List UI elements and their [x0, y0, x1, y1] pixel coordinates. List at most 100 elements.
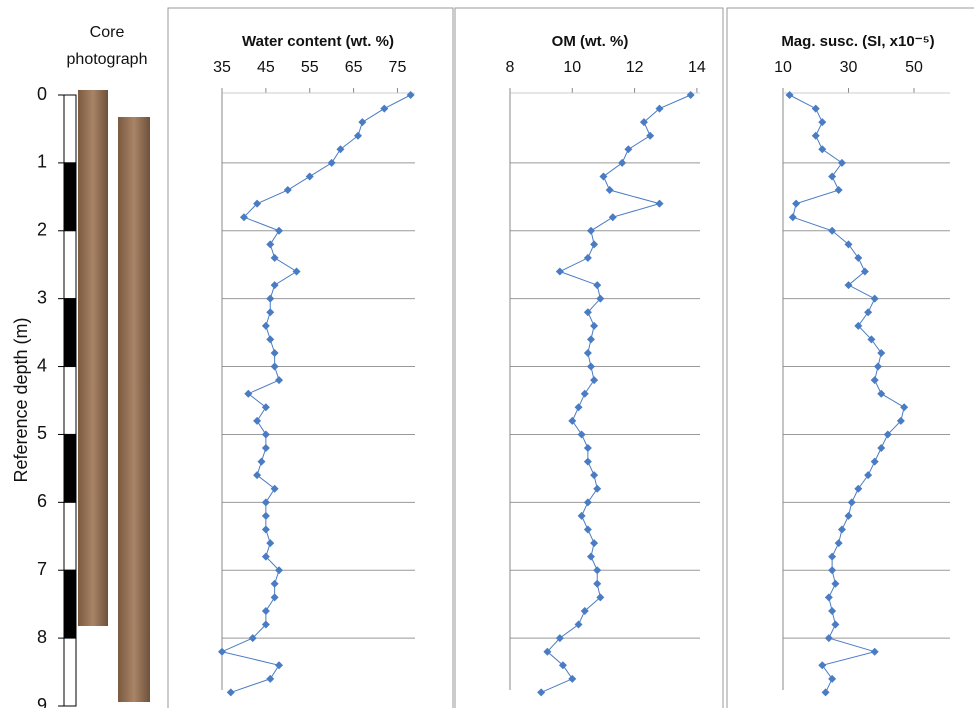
point [792, 199, 801, 208]
point [837, 525, 846, 534]
point [870, 647, 879, 656]
point [266, 539, 275, 548]
x-tick-label: 65 [345, 59, 363, 76]
point [261, 620, 270, 629]
point [583, 348, 592, 357]
point [618, 158, 627, 167]
point [266, 240, 275, 249]
point [844, 511, 853, 520]
point [558, 661, 567, 670]
point [824, 634, 833, 643]
point [883, 430, 892, 439]
point [824, 593, 833, 602]
point [292, 267, 301, 276]
scale-segment [63, 230, 77, 300]
point [270, 593, 279, 602]
point [877, 348, 886, 357]
point [864, 471, 873, 480]
point [580, 389, 589, 398]
point [568, 416, 577, 425]
point [828, 172, 837, 181]
point [854, 321, 863, 330]
point [655, 104, 664, 113]
y-tick-label: 9 [37, 695, 47, 708]
point [270, 253, 279, 262]
y-tick-label: 8 [37, 627, 47, 647]
point [586, 226, 595, 235]
point [406, 91, 415, 99]
scale-segment [63, 94, 77, 164]
core-label: Core [90, 24, 125, 41]
point [811, 104, 820, 113]
point [854, 253, 863, 262]
point [380, 104, 389, 113]
point [253, 416, 262, 425]
point [599, 172, 608, 181]
point [270, 484, 279, 493]
point [275, 376, 284, 385]
point [788, 213, 797, 222]
core-photo [78, 90, 108, 626]
point [847, 498, 856, 507]
scale-segment [63, 501, 77, 571]
point [590, 539, 599, 548]
point [593, 484, 602, 493]
point [593, 579, 602, 588]
point [860, 267, 869, 276]
point [646, 131, 655, 140]
point [253, 199, 262, 208]
point [811, 131, 820, 140]
point [877, 389, 886, 398]
point [253, 471, 262, 480]
x-tick-label: 8 [506, 59, 515, 76]
scale-segment [63, 366, 77, 435]
point [283, 186, 292, 195]
point [828, 674, 837, 683]
point [555, 634, 564, 643]
point [266, 674, 275, 683]
point [577, 511, 586, 520]
point [828, 226, 837, 235]
point [305, 172, 314, 181]
point [583, 498, 592, 507]
point [266, 294, 275, 303]
point [270, 579, 279, 588]
point [821, 688, 830, 697]
point [583, 457, 592, 466]
chart-title: Water content (wt. %) [242, 33, 394, 50]
point [574, 403, 583, 412]
point [261, 525, 270, 534]
point [596, 294, 605, 303]
scale-segment [63, 433, 77, 503]
point [266, 335, 275, 344]
point [586, 362, 595, 371]
y-tick-label: 6 [37, 491, 47, 511]
point [624, 145, 633, 154]
y-tick-label: 7 [37, 559, 47, 579]
point [818, 118, 827, 127]
scale-segment [63, 162, 77, 232]
y-tick-label: 2 [37, 220, 47, 240]
point [568, 674, 577, 683]
point [837, 158, 846, 167]
point [873, 362, 882, 371]
point [583, 308, 592, 317]
scale-segment [63, 298, 77, 368]
point [275, 661, 284, 670]
x-tick-label: 12 [626, 59, 644, 76]
panel-frame [167, 7, 454, 708]
y-tick-label: 3 [37, 287, 47, 307]
point [266, 308, 275, 317]
point [226, 688, 235, 697]
point [583, 253, 592, 262]
point [639, 118, 648, 127]
point [896, 416, 905, 425]
point [686, 91, 695, 99]
point [218, 647, 226, 656]
point [590, 321, 599, 330]
point [244, 389, 253, 398]
point [261, 511, 270, 520]
x-tick-label: 45 [257, 59, 275, 76]
point [353, 131, 362, 140]
